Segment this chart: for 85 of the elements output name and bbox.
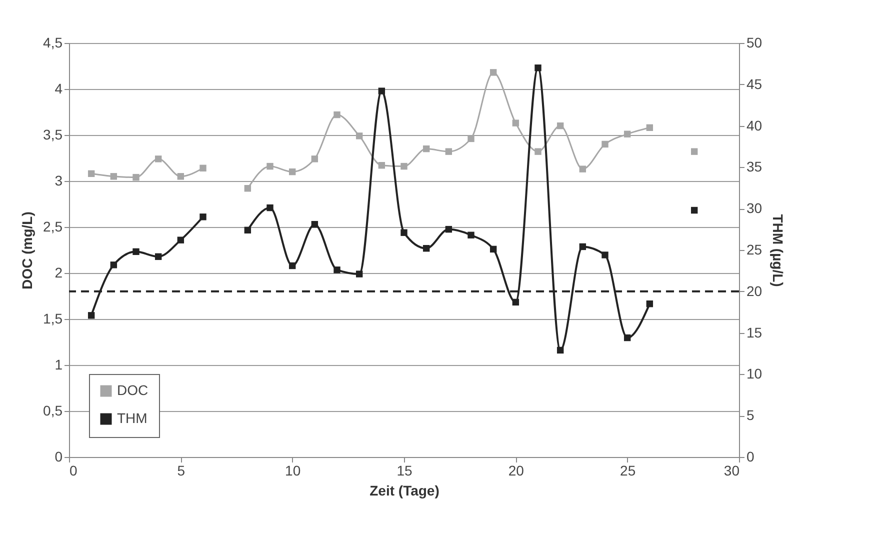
- y-tick-label: 2: [54, 264, 63, 280]
- x-tick-label: 5: [177, 462, 186, 478]
- point: [356, 270, 363, 278]
- point: [110, 262, 118, 268]
- point: [534, 148, 542, 155]
- y2-tick-label: 30: [746, 200, 762, 216]
- point: [200, 214, 206, 220]
- point: [177, 173, 184, 180]
- point: [132, 248, 140, 256]
- point: [200, 164, 206, 172]
- y-tick-label: 0,5: [43, 402, 63, 418]
- point: [244, 185, 252, 192]
- y2-tick-label: 20: [746, 282, 762, 299]
- point: [266, 162, 274, 170]
- x-tick-label: 15: [396, 462, 412, 478]
- point: [88, 170, 95, 177]
- point: [468, 232, 474, 238]
- point: [378, 162, 386, 169]
- point: [512, 298, 520, 306]
- x-tick-label: 0: [70, 462, 78, 478]
- y2-tick-label: 5: [746, 407, 754, 424]
- y2-tick-label: 45: [746, 76, 762, 92]
- point: [579, 243, 586, 250]
- y2-tick-label: 35: [746, 158, 762, 175]
- point: [288, 262, 296, 270]
- point: [88, 312, 95, 319]
- point: [512, 120, 520, 126]
- y-axis-title: DOC (mg/L): [19, 212, 36, 290]
- x-tick-label: 25: [620, 462, 636, 478]
- point: [288, 168, 296, 176]
- point: [646, 124, 654, 131]
- point: [490, 246, 497, 253]
- point: [624, 334, 631, 342]
- point: [110, 173, 118, 180]
- point: [556, 346, 564, 354]
- legend-label: THM: [117, 410, 148, 426]
- point: [646, 300, 654, 308]
- x-tick-label: 20: [508, 462, 524, 478]
- y2-tick-label: 50: [746, 34, 762, 50]
- y-tick-label: 1,5: [43, 310, 63, 326]
- y2-tick-label: 25: [746, 242, 762, 258]
- y2-tick-label: 0: [746, 448, 754, 464]
- point: [244, 226, 252, 234]
- y-tick-label: 0: [54, 448, 63, 464]
- x-tick-label: 10: [285, 462, 301, 478]
- y2-tick-label: 15: [746, 324, 762, 340]
- y2-axis-title: THM (µg/L): [770, 214, 786, 287]
- point: [311, 220, 318, 228]
- legend-label: DOC: [117, 382, 148, 398]
- point: [334, 266, 340, 274]
- y-tick-label: 4: [54, 80, 63, 96]
- point: [378, 88, 386, 94]
- point: [177, 236, 184, 244]
- point: [154, 253, 162, 260]
- point: [556, 122, 564, 130]
- point: [468, 135, 474, 142]
- point: [445, 226, 452, 233]
- point: [311, 156, 318, 162]
- point: [490, 69, 497, 76]
- point: [602, 140, 608, 148]
- point: [534, 64, 542, 72]
- point: [445, 148, 452, 155]
- y-tick-label: 3: [54, 172, 63, 188]
- y-tick-label: 3,5: [43, 126, 63, 142]
- y-tick-label: 4,5: [43, 34, 63, 50]
- y-tick-label: 2,5: [43, 218, 63, 234]
- point: [422, 244, 430, 252]
- x-tick-label: 30: [724, 462, 740, 478]
- point: [334, 111, 340, 118]
- point: [579, 166, 586, 172]
- point: [690, 148, 698, 155]
- point: [422, 145, 430, 152]
- point: [132, 174, 140, 181]
- point: [356, 132, 363, 140]
- point: [690, 206, 698, 214]
- point: [266, 204, 274, 212]
- point: [154, 156, 162, 162]
- y2-tick-label: 10: [746, 366, 762, 382]
- y2-tick-label: 40: [746, 117, 762, 134]
- point: [400, 229, 408, 236]
- x-axis-title: Zeit (Tage): [370, 482, 440, 498]
- point: [624, 130, 631, 138]
- point: [400, 162, 408, 170]
- point: [602, 252, 608, 258]
- y-tick-label: 1: [54, 356, 63, 372]
